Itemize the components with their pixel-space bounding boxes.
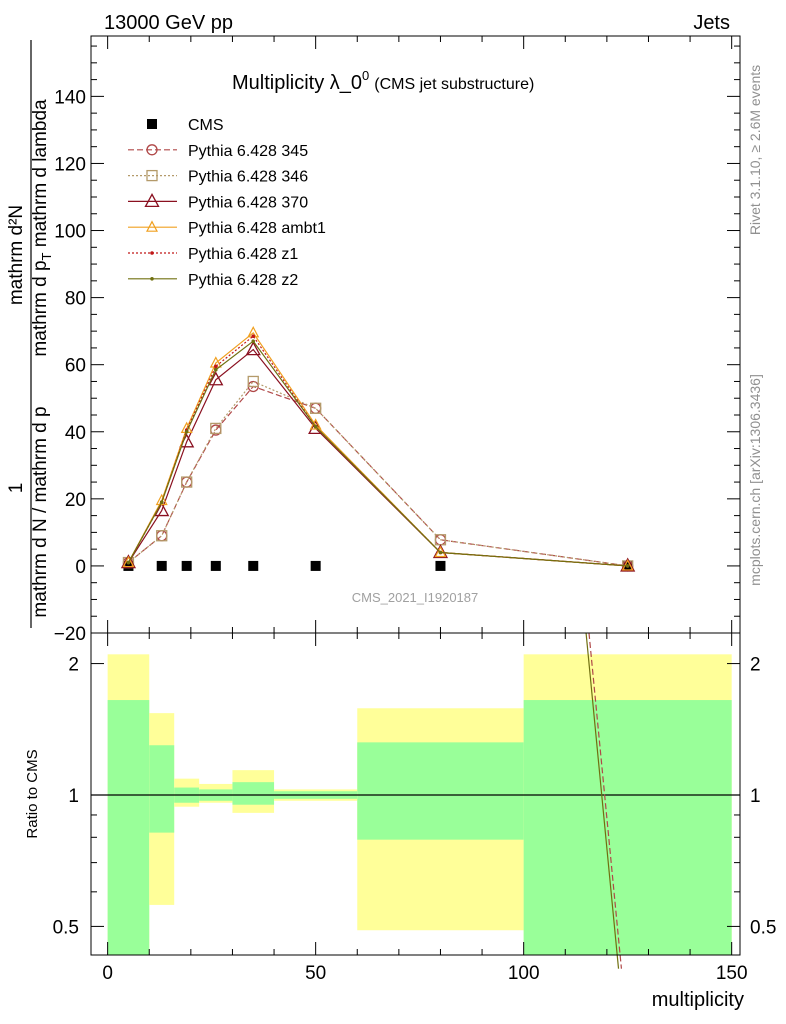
legend-label-p346: Pythia 6.428 346 bbox=[188, 169, 308, 186]
point-ambt1 bbox=[434, 545, 447, 558]
main-ytick-label: 120 bbox=[54, 154, 86, 175]
ratio-ytick-label: 1 bbox=[68, 786, 79, 807]
ratio-band-inner bbox=[523, 700, 732, 955]
legend-marker-ambt1 bbox=[146, 220, 158, 232]
point-p370 bbox=[432, 544, 449, 559]
main-ytick-label: 60 bbox=[65, 356, 86, 377]
point-p370 bbox=[620, 557, 636, 572]
ylabel-bottom: mathrm d N / mathrm d p bbox=[30, 406, 51, 617]
point-z2 bbox=[313, 424, 318, 429]
legend-label-cms: CMS bbox=[188, 117, 224, 134]
point-p346 bbox=[310, 402, 322, 414]
ratio-ylabel: Ratio to CMS bbox=[24, 749, 41, 838]
ratio-ytick-label: 2 bbox=[68, 655, 79, 676]
point-p346 bbox=[247, 375, 259, 388]
series-line-ambt1 bbox=[127, 331, 628, 567]
legend-label-p345: Pythia 6.428 345 bbox=[188, 143, 308, 160]
ratio-line-z2 bbox=[585, 632, 620, 969]
ratio-band-inner bbox=[107, 700, 150, 955]
ratio-band-inner bbox=[232, 782, 275, 805]
ratio-ytick-label-right: 1 bbox=[750, 786, 761, 807]
main-ytick-label: 80 bbox=[65, 289, 86, 310]
main-ylabel: mathrm d²N 1 mathrm d pT mathrm d lambda… bbox=[6, 40, 54, 628]
main-ytick-label: 20 bbox=[65, 490, 86, 511]
legend-label-p370: Pythia 6.428 370 bbox=[188, 194, 308, 211]
main-title: Multiplicity λ_00 (CMS jet substructure) bbox=[232, 68, 534, 94]
main-ytick-label: 100 bbox=[54, 222, 86, 243]
x-axis-label: multiplicity bbox=[652, 989, 744, 1011]
point-ambt1 bbox=[155, 493, 168, 506]
point-p370 bbox=[245, 341, 261, 356]
point-p370 bbox=[308, 420, 324, 435]
point-p370 bbox=[208, 371, 224, 386]
point-z2 bbox=[625, 564, 630, 568]
legend-marker-z1 bbox=[150, 251, 154, 255]
watermark: CMS_2021_I1920187 bbox=[352, 590, 479, 605]
legend-marker-p345 bbox=[146, 144, 158, 156]
point-z2 bbox=[251, 339, 256, 344]
main-title-sub: (CMS jet substructure) bbox=[374, 76, 534, 93]
point-cms bbox=[123, 560, 134, 571]
series-line-z2 bbox=[127, 340, 628, 567]
point-p345 bbox=[310, 402, 322, 414]
main-ytick-label: −20 bbox=[54, 624, 86, 645]
legend-marker-p346 bbox=[146, 169, 158, 182]
point-cms bbox=[435, 560, 446, 571]
point-p346 bbox=[181, 476, 193, 488]
main-title-text: Multiplicity λ_0 bbox=[232, 72, 362, 94]
legend-label-z1: Pythia 6.428 z1 bbox=[188, 246, 298, 263]
ratio-xtick-label: 0 bbox=[102, 963, 113, 984]
header-left: 13000 GeV pp bbox=[104, 12, 233, 34]
header-right: Jets bbox=[693, 12, 730, 34]
point-p346 bbox=[156, 530, 168, 542]
point-z1 bbox=[251, 334, 256, 338]
ratio-frame bbox=[90, 632, 741, 956]
point-z2 bbox=[184, 429, 189, 434]
main-ytick-label: 0 bbox=[75, 557, 86, 578]
ratio-band-inner bbox=[357, 742, 524, 840]
mcplots-label: mcplots.cern.ch [arXiv:1306.3436] bbox=[747, 374, 763, 586]
ratio-ytick-label: 0.5 bbox=[53, 917, 79, 938]
point-cms bbox=[181, 560, 192, 571]
legend-marker-p370 bbox=[144, 193, 160, 208]
point-z2 bbox=[126, 560, 131, 565]
point-cms bbox=[156, 560, 167, 571]
ylabel-one: 1 bbox=[6, 483, 27, 494]
ratio-line-p345 bbox=[588, 632, 623, 969]
point-z2 bbox=[159, 500, 164, 504]
rivet-label: Rivet 3.1.10, ≥ 2.6M events bbox=[747, 65, 763, 235]
point-z1 bbox=[214, 364, 218, 369]
ratio-ytick-label-right: 0.5 bbox=[750, 917, 776, 938]
point-z2 bbox=[214, 367, 218, 372]
legend-marker-cms bbox=[147, 119, 157, 129]
ratio-xtick-label: 50 bbox=[305, 963, 326, 984]
legend-label-ambt1: Pythia 6.428 ambt1 bbox=[188, 220, 326, 237]
main-ytick-label: 140 bbox=[54, 87, 86, 108]
point-cms bbox=[310, 560, 321, 571]
legend-label-z2: Pythia 6.428 z2 bbox=[188, 272, 298, 289]
legend: CMS Pythia 6.428 345 Pythia 6.428 346 Pythi… bbox=[128, 117, 326, 289]
main-title-sup: 0 bbox=[362, 68, 369, 83]
point-cms bbox=[248, 560, 259, 571]
main-ytick-label: 40 bbox=[65, 423, 86, 444]
ratio-xtick-label: 150 bbox=[716, 963, 748, 984]
ylabel-top: mathrm d pT mathrm d lambda bbox=[30, 99, 54, 357]
ratio-xtick-label: 100 bbox=[508, 963, 540, 984]
point-cms bbox=[210, 560, 221, 571]
series-line-p345 bbox=[128, 385, 628, 567]
ratio-band-inner bbox=[149, 745, 175, 833]
legend-marker-z2 bbox=[150, 277, 154, 281]
point-p346 bbox=[210, 422, 222, 435]
ratio-ytick-label-right: 2 bbox=[750, 655, 761, 676]
point-p370 bbox=[154, 502, 170, 517]
series-line-p346 bbox=[128, 380, 628, 567]
series-line-p370 bbox=[127, 348, 628, 567]
point-ambt1 bbox=[122, 555, 135, 568]
ylabel-numerator: mathrm d²N bbox=[6, 205, 27, 305]
point-z2 bbox=[438, 550, 443, 555]
ratio-plot: 0.5 0.5 1 1 2 2 0 50 100 150 Ratio to CMS multipl… bbox=[24, 632, 776, 1011]
point-p370 bbox=[120, 554, 137, 569]
